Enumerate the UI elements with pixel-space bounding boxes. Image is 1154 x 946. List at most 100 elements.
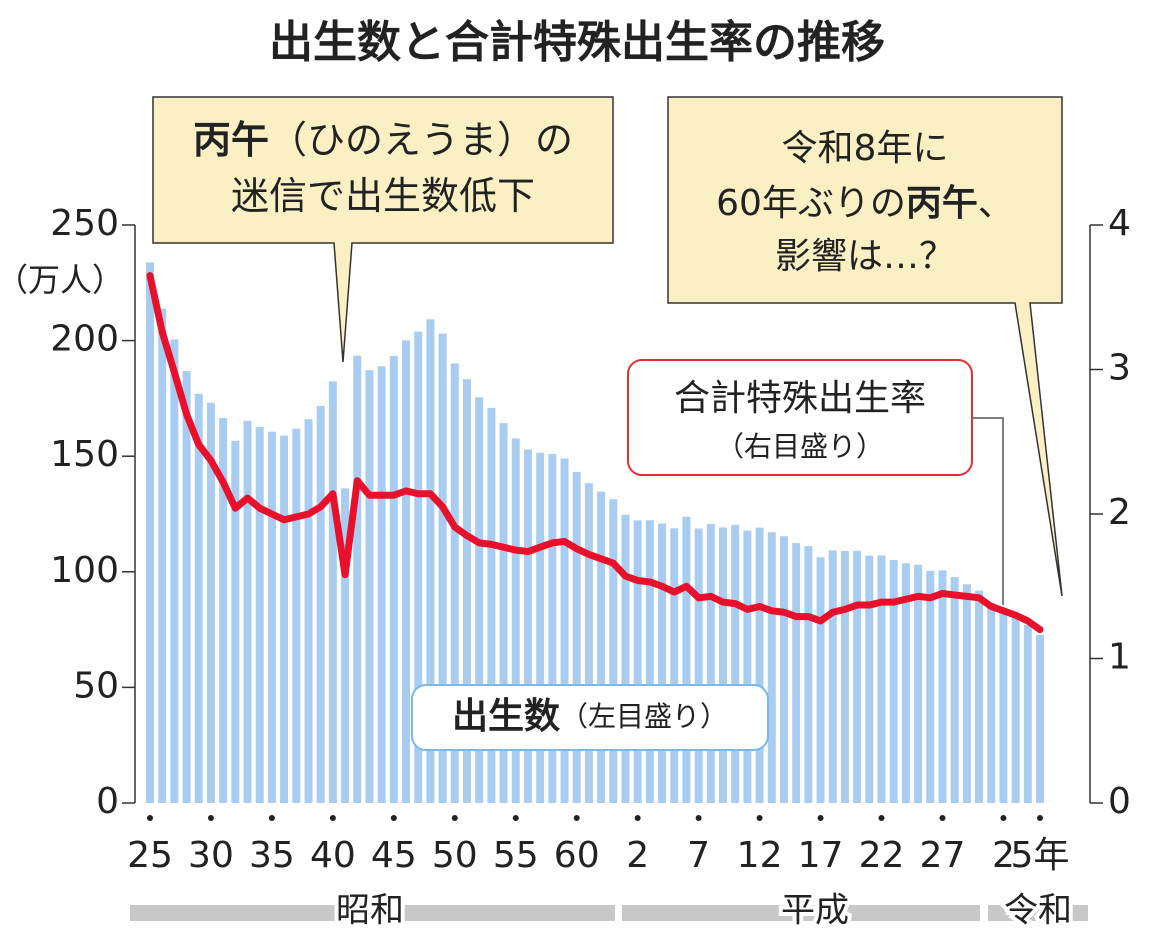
- bar: [341, 488, 350, 803]
- x-tick-dot: [390, 815, 397, 821]
- legend-box: [411, 684, 769, 751]
- bar: [694, 528, 703, 803]
- x-tick-label: 27: [920, 835, 966, 876]
- x-tick-label: 17: [798, 835, 844, 876]
- era-label: 平成: [781, 891, 849, 931]
- bar: [962, 584, 971, 803]
- bar: [1011, 615, 1020, 803]
- bar: [511, 438, 520, 803]
- bar: [926, 570, 935, 803]
- callout-text: 影響は…？: [775, 236, 955, 277]
- bar: [280, 435, 289, 803]
- bar: [523, 449, 532, 803]
- bar: [1023, 624, 1032, 803]
- x-tick-label: 25: [127, 835, 173, 876]
- x-tick-dot: [939, 815, 946, 821]
- bar: [877, 555, 886, 803]
- bar: [999, 608, 1008, 803]
- y2-tick-label: 0: [1108, 781, 1131, 822]
- bar: [950, 577, 959, 803]
- y-tick-label: 200: [50, 319, 119, 360]
- bar: [670, 528, 679, 803]
- legend-label: 合計特殊出生率: [674, 378, 926, 419]
- x-tick-label: 45: [371, 835, 417, 876]
- bar: [719, 527, 728, 803]
- bar: [255, 427, 264, 803]
- callout-text: 60年ぶりの: [716, 183, 906, 224]
- legend-box: [627, 359, 973, 476]
- x-tick-label: 22: [859, 835, 905, 876]
- x-tick-dot: [268, 815, 275, 821]
- bar: [219, 418, 228, 803]
- bar: [182, 371, 191, 803]
- bar: [146, 262, 154, 803]
- bar: [853, 550, 862, 803]
- bar: [170, 339, 179, 803]
- bar: [816, 557, 825, 803]
- y-tick-label: 0: [96, 781, 119, 822]
- y2-tick-label: 4: [1108, 203, 1131, 244]
- bar: [536, 452, 545, 803]
- legend-note: （左目盛り）: [560, 700, 728, 733]
- bar: [560, 458, 569, 803]
- chart-title: 出生数と合計特殊出生率の推移: [269, 17, 885, 68]
- callout-text: 影響は…？: [775, 236, 955, 277]
- bar: [389, 355, 398, 803]
- bar: [365, 370, 374, 803]
- bar: [901, 563, 910, 803]
- x-tick-label: 2: [992, 835, 1015, 876]
- legend-label: 出生数: [452, 696, 560, 737]
- bar: [426, 319, 435, 803]
- bar: [792, 543, 801, 803]
- bar: [414, 331, 423, 803]
- bar: [462, 379, 471, 803]
- bar: [706, 523, 715, 803]
- bar: [194, 393, 203, 803]
- x-tick-label: 35: [249, 835, 295, 876]
- x-tick-dot: [207, 815, 214, 821]
- x-tick-label: 2: [626, 835, 649, 876]
- bar: [572, 471, 581, 803]
- callout-text: 丙午: [906, 183, 978, 224]
- x-tick-label: 60: [554, 835, 600, 876]
- x-tick-label: 7: [687, 835, 710, 876]
- bar: [304, 419, 313, 803]
- y2-tick-label: 1: [1108, 637, 1131, 678]
- x-tick-dot: [817, 815, 824, 821]
- callout-text: 令和8年に: [782, 128, 949, 169]
- bar: [889, 560, 898, 803]
- callout: 令和8年に 60年ぶりの丙午、 影響は…？: [667, 96, 1063, 597]
- y-tick-label: 250: [50, 203, 119, 244]
- callout: 丙午（ひのえうま）の 迷信で出生数低下: [152, 96, 614, 363]
- bar: [243, 420, 252, 803]
- bar: [231, 440, 240, 803]
- y2-tick-label: 3: [1108, 348, 1131, 389]
- bar: [914, 564, 923, 803]
- bar: [328, 381, 337, 803]
- callout-text: 丙午: [193, 118, 269, 162]
- x-tick-label: 40: [310, 835, 356, 876]
- x-tick-label: 30: [188, 835, 234, 876]
- bar: [267, 431, 276, 803]
- legend-label: 出生数（左目盛り）: [452, 696, 728, 737]
- x-tick-label: 50: [432, 835, 478, 876]
- x-tick-dot: [329, 815, 336, 821]
- x-tick-dot: [634, 815, 641, 821]
- bar: [206, 402, 215, 803]
- bar: [402, 340, 411, 803]
- x-tick-label: 12: [737, 835, 783, 876]
- bar: [755, 527, 764, 803]
- y2-tick-label: 2: [1108, 492, 1131, 533]
- era-bar: [622, 905, 980, 921]
- bar: [316, 406, 325, 803]
- legend-note: （右目盛り）: [716, 430, 884, 463]
- x-tick-dot: [451, 815, 458, 821]
- bar: [840, 550, 849, 803]
- bar: [828, 550, 837, 803]
- bar: [499, 423, 508, 803]
- era-bar: [988, 905, 1088, 921]
- line: [146, 272, 1044, 634]
- bar: [621, 514, 630, 803]
